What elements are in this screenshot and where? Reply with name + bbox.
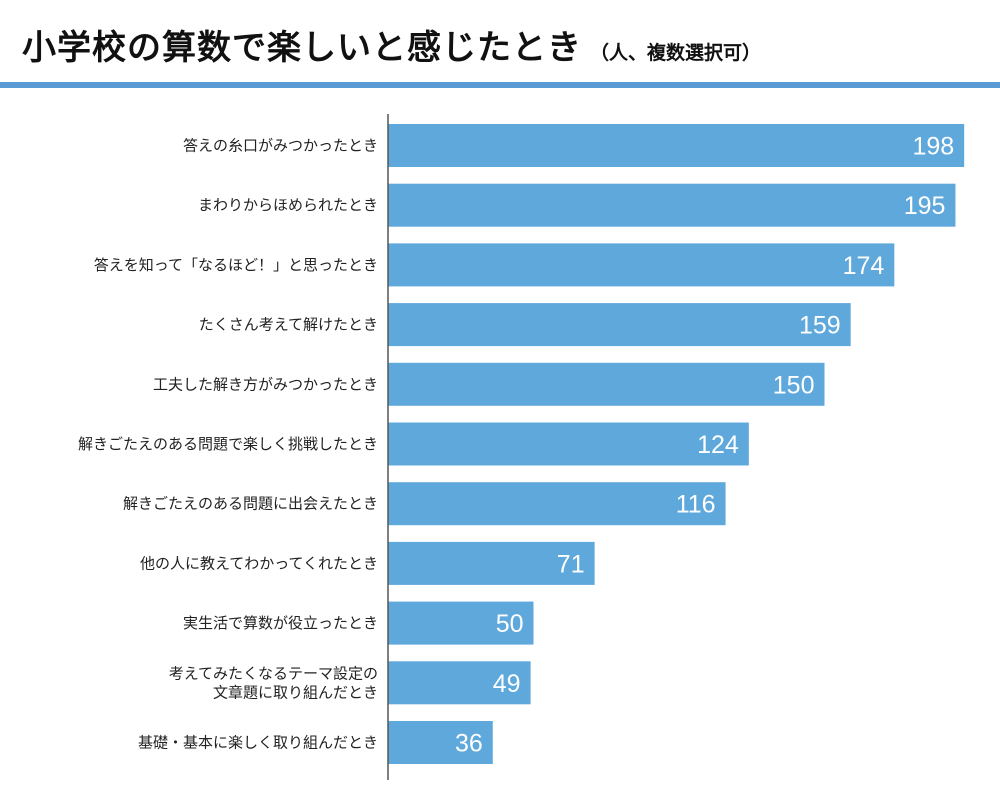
category-label: まわりからほめられたとき [198, 196, 378, 214]
data-label: 71 [557, 550, 585, 578]
bar [388, 303, 851, 347]
bar [388, 362, 825, 406]
category-label: たくさん考えて解けたとき [199, 316, 378, 334]
category-label: 解きごたえのある問題で楽しく挑戦したとき [78, 435, 378, 453]
data-label: 36 [455, 730, 483, 758]
bar [388, 661, 531, 705]
category-label: 解きごたえのある問題に出会えたとき [123, 495, 378, 513]
data-label: 195 [904, 192, 946, 220]
category-label: 基礎・基本に楽しく取り組んだとき [138, 734, 378, 752]
bar [388, 183, 956, 227]
data-label: 124 [697, 431, 739, 459]
category-label: 答えの糸口がみつかったとき [183, 137, 378, 155]
data-label: 150 [773, 371, 815, 399]
data-label: 174 [843, 252, 885, 280]
category-label: 答えを知って「なるほど！」と思ったとき [94, 256, 378, 274]
category-label: 他の人に教えてわかってくれたとき [140, 554, 378, 572]
bar-chart: 198 答えの糸口がみつかったとき 195 まわりからほめられたとき 174 答えを知って… [78, 114, 965, 780]
chart-title: 小学校の算数で楽しいと感じたとき [22, 28, 582, 68]
bar [388, 721, 493, 764]
bar [388, 601, 534, 645]
bar [388, 541, 595, 585]
title-underline [0, 82, 1000, 88]
bar [388, 422, 749, 466]
chart-subtitle: （人、複数選択可） [590, 42, 762, 64]
data-label: 50 [496, 610, 524, 638]
category-label: 文章題に取り組んだとき [213, 683, 378, 701]
data-label: 159 [799, 312, 841, 340]
category-label: 工夫した解き方がみつかったとき [153, 375, 378, 393]
data-label: 116 [676, 491, 716, 519]
bar [388, 243, 895, 287]
bar [388, 124, 965, 167]
bar [388, 482, 726, 526]
data-label: 198 [912, 133, 954, 161]
category-label: 実生活で算数が役立ったとき [183, 614, 378, 632]
chart-title-row: 小学校の算数で楽しいと感じたとき （人、複数選択可） [22, 20, 980, 70]
category-label: 考えてみたくなるテーマ設定の [169, 664, 378, 682]
data-label: 49 [493, 670, 521, 698]
